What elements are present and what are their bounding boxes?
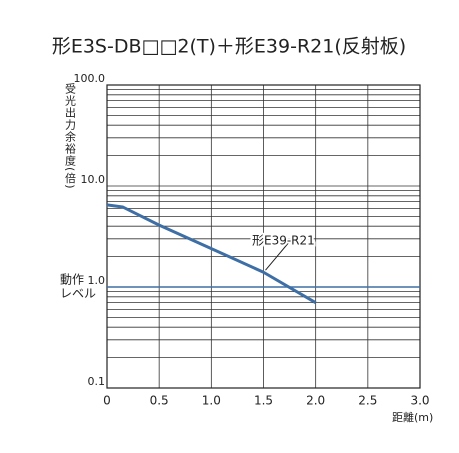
x-tick-label: 2.5 bbox=[358, 394, 377, 408]
x-tick-label: 0 bbox=[103, 394, 111, 408]
x-tick-label: 0.5 bbox=[150, 394, 169, 408]
chart-title: 形E3S-DB□□2(T)＋形E39-R21(反射板) bbox=[52, 36, 406, 58]
series-line bbox=[106, 203, 317, 304]
x-axis-label: 距離(m) bbox=[392, 410, 433, 424]
y-tick-label: 0.1 bbox=[88, 375, 106, 388]
y-tick-label: 1.0 bbox=[88, 274, 106, 287]
plot-frame bbox=[106, 84, 421, 389]
y-tick-label: 100.0 bbox=[74, 72, 106, 85]
x-tick-label: 1.5 bbox=[254, 394, 273, 408]
y-tick-label: 10.0 bbox=[81, 173, 106, 186]
y-axis-label: 受光出力余裕度(倍) bbox=[64, 83, 77, 190]
x-tick-label: 1.0 bbox=[202, 394, 221, 408]
x-tick-label: 2.0 bbox=[306, 394, 325, 408]
x-tick-label: 3.0 bbox=[410, 394, 429, 408]
reference-label: レベル bbox=[60, 287, 96, 301]
leader-line bbox=[265, 240, 291, 271]
reference-label: 動作 bbox=[60, 273, 84, 287]
legend-label: 形E39-R21 bbox=[252, 234, 315, 248]
